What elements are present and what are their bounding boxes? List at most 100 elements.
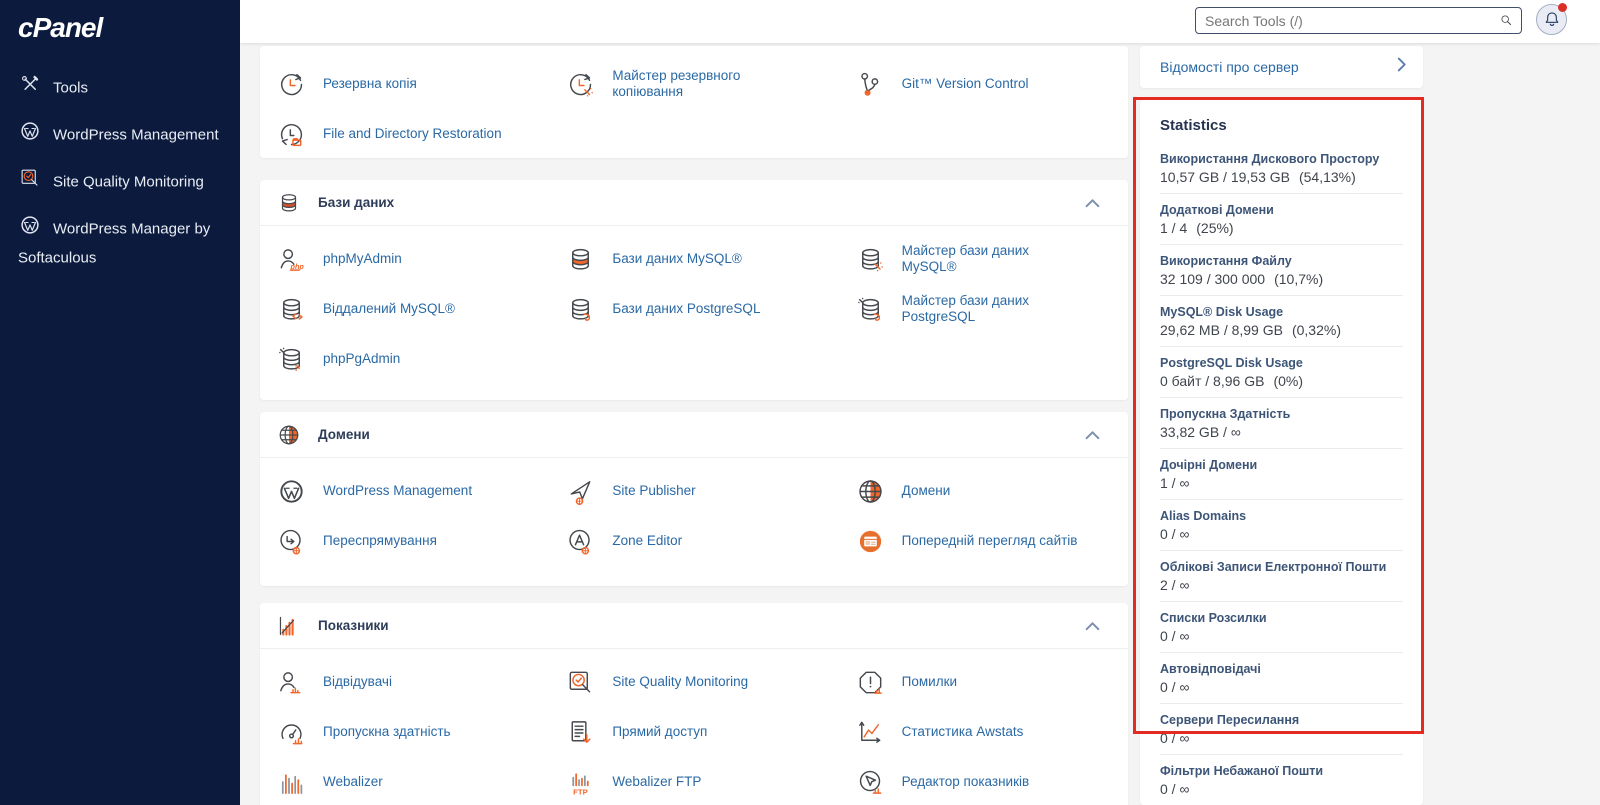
sidebar-item-tools[interactable]: Tools: [18, 72, 226, 104]
tool-link[interactable]: Попередній перегляд сайтів: [839, 516, 1128, 566]
stat-item: Пропускна Здатність 33,82 GB / ∞: [1160, 397, 1403, 448]
postgresql-databases-icon: [565, 294, 599, 325]
sidebar-item-site-quality-monitoring[interactable]: Site Quality Monitoring: [18, 166, 226, 198]
tool-link[interactable]: Site Publisher: [549, 466, 838, 516]
tool-link[interactable]: Zone Editor: [549, 516, 838, 566]
wordpress-icon: [18, 119, 44, 151]
tool-label: Zone Editor: [612, 533, 683, 548]
stat-label: MySQL® Disk Usage: [1160, 305, 1284, 319]
tool-link[interactable]: Пропускна здатність: [260, 707, 549, 757]
tool-link[interactable]: File and Directory Restoration: [260, 109, 549, 158]
site-quality-icon: [18, 166, 44, 198]
domains-section-icon: [276, 422, 304, 448]
notifications-button[interactable]: [1536, 3, 1567, 37]
stat-value: 10,57 GB / 19,53 GB (54,13%): [1160, 169, 1356, 185]
collapse-section-button[interactable]: [1081, 619, 1104, 633]
bell-icon: [1540, 8, 1564, 37]
tool-label: Site Publisher: [612, 483, 696, 498]
wordpress-icon: [276, 476, 310, 507]
tool-link[interactable]: Майстер бази даних MySQL®: [839, 234, 1128, 284]
stat-value: 0 / ∞: [1160, 730, 1190, 746]
tool-label: Бази даних MySQL®: [612, 251, 742, 266]
stat-item: MySQL® Disk Usage 29,62 MB / 8,99 GB (0,32…: [1160, 295, 1403, 346]
search-box: [1195, 7, 1522, 34]
tool-link[interactable]: Webalizer: [260, 757, 549, 805]
tool-link[interactable]: Git™ Version Control: [839, 59, 1128, 109]
collapse-section-button[interactable]: [1081, 428, 1104, 442]
server-information-link[interactable]: Відомості про сервер: [1140, 46, 1423, 88]
stat-value: 1 / 4 (25%): [1160, 220, 1234, 236]
git-version-control-icon: [855, 69, 889, 100]
tool-link[interactable]: WordPress Management: [260, 466, 549, 516]
tool-link[interactable]: Майстер бази даних PostgreSQL: [839, 284, 1128, 334]
tool-label: Статистика Awstats: [901, 724, 1024, 739]
tool-label: File and Directory Restoration: [323, 126, 502, 141]
sidebar-item-label: Site Quality Monitoring: [53, 173, 204, 191]
stat-label: Облікові Записи Електронної Пошти: [1160, 560, 1387, 574]
sidebar-item-wordpress-management[interactable]: WordPress Management: [18, 119, 226, 151]
file-restoration-icon: [276, 119, 310, 150]
tool-link[interactable]: Відвідувачі: [260, 657, 549, 707]
stat-item: Додаткові Домени 1 / 4 (25%): [1160, 193, 1403, 244]
tool-label: Бази даних PostgreSQL: [612, 301, 761, 316]
tool-link[interactable]: Переспрямування: [260, 516, 549, 566]
sidebar-item-label: WordPress Manager by Softaculous: [18, 220, 211, 267]
tool-link[interactable]: FTP Webalizer FTP: [549, 757, 838, 805]
stat-value: 1 / ∞: [1160, 475, 1190, 491]
tool-link[interactable]: Бази даних MySQL®: [549, 234, 838, 284]
stat-label: PostgreSQL Disk Usage: [1160, 356, 1303, 370]
metrics-editor-icon: [855, 767, 889, 798]
collapse-section-button[interactable]: [1081, 196, 1104, 210]
postgresql-wizard-icon: [855, 294, 889, 325]
tool-link[interactable]: Бази даних PostgreSQL: [549, 284, 838, 334]
stat-value: 0 / ∞: [1160, 679, 1190, 695]
cpanel-logo: cPanel: [18, 12, 103, 43]
section-header-databases: Бази даних: [260, 180, 1128, 226]
section-card-domains: Домени WordPress Management Site Publisher…: [260, 412, 1128, 586]
tool-link[interactable]: phpPgAdmin: [260, 334, 549, 384]
stat-label: Списки Розсилки: [1160, 611, 1267, 625]
tool-label: Відвідувачі: [323, 674, 392, 689]
tool-link[interactable]: Прямий доступ: [549, 707, 838, 757]
domains-icon: [855, 476, 889, 507]
stat-value: 29,62 MB / 8,99 GB (0,32%): [1160, 322, 1341, 338]
tool-link[interactable]: Редактор показників: [839, 757, 1128, 805]
databases-section-icon: [276, 190, 304, 216]
tool-link[interactable]: Домени: [839, 466, 1128, 516]
stat-label: Використання Файлу: [1160, 254, 1292, 268]
stat-label: Автовідповідачі: [1160, 662, 1261, 676]
topbar: [240, 0, 1600, 43]
section-header-metrics: Показники: [260, 603, 1128, 649]
sidebar-item-label: WordPress Management: [53, 126, 219, 144]
tool-link[interactable]: Статистика Awstats: [839, 707, 1128, 757]
backup-wizard-icon: [565, 69, 599, 100]
stat-item: Фільтри Небажаної Пошти 0 / ∞: [1160, 754, 1403, 805]
tool-link[interactable]: Site Quality Monitoring: [549, 657, 838, 707]
stat-item: Сервери Пересилання 0 / ∞: [1160, 703, 1403, 754]
backup-icon: [276, 69, 310, 100]
tool-link[interactable]: Віддалений MySQL®: [260, 284, 549, 334]
section-title: Бази даних: [318, 195, 395, 210]
svg-text:php: php: [290, 261, 305, 270]
svg-text:FTP: FTP: [574, 787, 589, 796]
search-input[interactable]: [1195, 7, 1522, 34]
tool-link[interactable]: Помилки: [839, 657, 1128, 707]
section-items: Резервна копія Майстер резервного копіюва…: [260, 51, 1128, 158]
tool-label: Прямий доступ: [612, 724, 708, 739]
tools-column: Резервна копія Майстер резервного копіюва…: [260, 43, 1128, 805]
notification-dot: [1558, 3, 1567, 12]
zone-editor-icon: [565, 526, 599, 557]
wordpress-icon: [18, 213, 44, 245]
stat-value: 32 109 / 300 000 (10,7%): [1160, 271, 1324, 287]
statistics-title: Statistics: [1160, 117, 1227, 134]
tool-label: Webalizer FTP: [612, 774, 702, 789]
section-title: Домени: [318, 427, 370, 442]
tool-link[interactable]: Майстер резервного копіювання: [549, 59, 838, 109]
tool-label: Редактор показників: [901, 774, 1030, 789]
tool-link[interactable]: php phpMyAdmin: [260, 234, 549, 284]
tool-link[interactable]: Резервна копія: [260, 59, 549, 109]
statistics-list: Використання Дискового Простору 10,57 GB …: [1160, 143, 1403, 805]
sidebar-item-wordpress-manager-softaculous[interactable]: WordPress Manager by Softaculous: [18, 213, 226, 271]
tools-icon: [18, 72, 44, 104]
